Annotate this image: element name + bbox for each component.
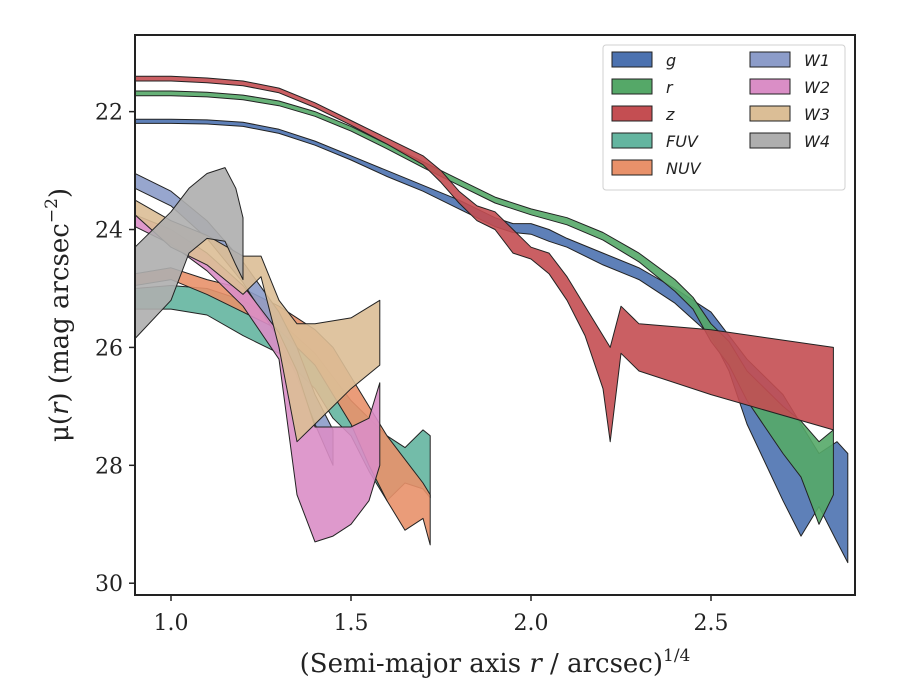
- series-layer: [135, 75, 849, 564]
- ylabel-exp: −2: [42, 198, 62, 223]
- x-tick-label: 2.5: [694, 611, 729, 636]
- ylabel-close: ): [45, 188, 75, 198]
- y-tick-label: 26: [95, 336, 123, 361]
- xlabel-exp: 1/4: [663, 646, 690, 666]
- y-axis-title: μ(r) (mag arcsec−2): [42, 188, 75, 442]
- xlabel-prefix: (Semi-major axis: [300, 649, 530, 679]
- y-tick-label: 28: [95, 454, 123, 479]
- series-band-g: [135, 118, 849, 564]
- legend-swatch-fuv: [611, 132, 653, 149]
- series-band-w3: [135, 199, 381, 443]
- x-axis: 1.0 1.5 2.0 2.5: [154, 595, 729, 636]
- legend: grz FUV NUV W1 W2 W3 W4: [602, 44, 846, 191]
- ylabel-suffix: ) (mag arcsec: [45, 223, 75, 402]
- y-tick-label: 24: [95, 219, 123, 244]
- x-tick-label: 2.0: [514, 611, 549, 636]
- legend-label-nuv: NUV: [666, 159, 702, 178]
- x-tick-label: 1.5: [334, 611, 369, 636]
- xlabel-suffix: / arcsec): [542, 649, 663, 679]
- series-band-z: [135, 75, 834, 443]
- legend-label-w4: W4: [804, 132, 830, 151]
- series-band-w2: [135, 214, 381, 543]
- x-tick-label: 1.0: [154, 611, 189, 636]
- ylabel-prefix: μ(: [45, 415, 75, 442]
- legend-label-w2: W2: [804, 78, 830, 97]
- legend-swatch-w4: [749, 132, 791, 149]
- plot-frame: [134, 34, 856, 596]
- legend-swatch-z: [611, 105, 653, 122]
- legend-swatch-nuv: [611, 159, 653, 176]
- y-tick-label: 22: [95, 101, 123, 126]
- y-tick-label: 30: [95, 572, 123, 597]
- legend-label-g: g: [666, 51, 676, 70]
- legend-swatch-w1: [749, 51, 791, 68]
- legend-label-fuv: FUV: [666, 132, 699, 151]
- ylabel-var: r: [45, 401, 75, 415]
- legend-swatch-r: [611, 78, 653, 95]
- legend-label-z: z: [665, 105, 675, 124]
- legend-swatch-g: [611, 51, 653, 68]
- y-axis: 22 24 26 28 30: [95, 101, 135, 597]
- legend-label-w1: W1: [804, 51, 830, 70]
- xlabel-var: r: [529, 649, 543, 679]
- series-band-w4: [135, 167, 244, 340]
- x-axis-title: (Semi-major axis r / arcsec)1/4: [300, 646, 691, 679]
- legend-label-r: r: [666, 78, 674, 97]
- legend-swatch-w3: [749, 105, 791, 122]
- legend-label-w3: W3: [804, 105, 830, 124]
- legend-swatch-w2: [749, 78, 791, 95]
